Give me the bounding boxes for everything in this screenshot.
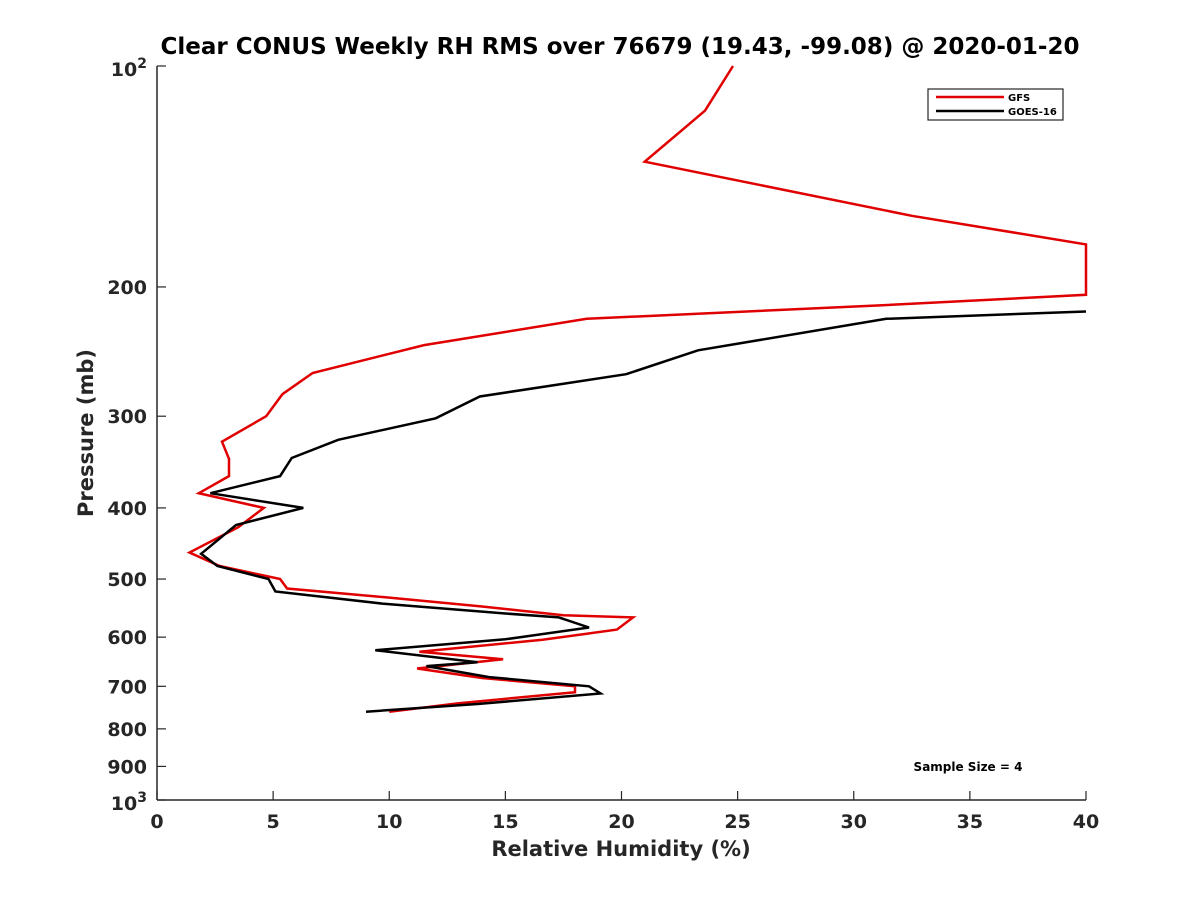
legend-label-gfs: GFS — [1008, 93, 1030, 104]
series-group — [186, 65, 1088, 713]
x-tick-label-40: 40 — [1073, 811, 1099, 833]
x-tick-label-35: 35 — [957, 811, 983, 833]
y-tick-label-800: 800 — [107, 719, 147, 741]
chart-title: Clear CONUS Weekly RH RMS over 76679 (19… — [161, 34, 1080, 60]
series-line-gfs — [186, 65, 1088, 713]
series-line-goes16 — [199, 310, 1087, 713]
legend-box — [927, 88, 1064, 121]
legend-label-goes16: GOES-16 — [1008, 107, 1057, 118]
y-tick-label-top: 102 — [111, 56, 147, 81]
y-axis-label: Pressure (mb) — [74, 349, 98, 517]
y-tick-label-700: 700 — [107, 676, 147, 698]
x-tick-label-5: 5 — [267, 811, 280, 833]
x-tick-label-20: 20 — [608, 811, 634, 833]
y-tick-label-600: 600 — [107, 627, 147, 649]
y-tick-label-bottom: 103 — [111, 790, 147, 815]
x-axis-label: Relative Humidity (%) — [491, 837, 750, 861]
y-tick-label-500: 500 — [107, 569, 147, 591]
y-tick-label-200: 200 — [107, 277, 147, 299]
x-tick-label-25: 25 — [724, 811, 750, 833]
y-tick-label-400: 400 — [107, 498, 147, 520]
x-tick-label-10: 10 — [376, 811, 402, 833]
x-tick-label-30: 30 — [841, 811, 867, 833]
axes — [156, 66, 1086, 801]
x-tick-label-15: 15 — [492, 811, 518, 833]
y-tick-label-300: 300 — [107, 406, 147, 428]
y-tick-label-900: 900 — [107, 756, 147, 778]
x-tick-label-0: 0 — [150, 811, 163, 833]
y-ticks: 200 300 400 500 600 700 800 900 — [107, 65, 166, 801]
sample-size-annotation: Sample Size = 4 — [914, 760, 1023, 774]
legend: GFS GOES-16 — [927, 88, 1064, 121]
x-ticks: 0 5 10 15 20 25 30 35 40 — [150, 791, 1099, 833]
